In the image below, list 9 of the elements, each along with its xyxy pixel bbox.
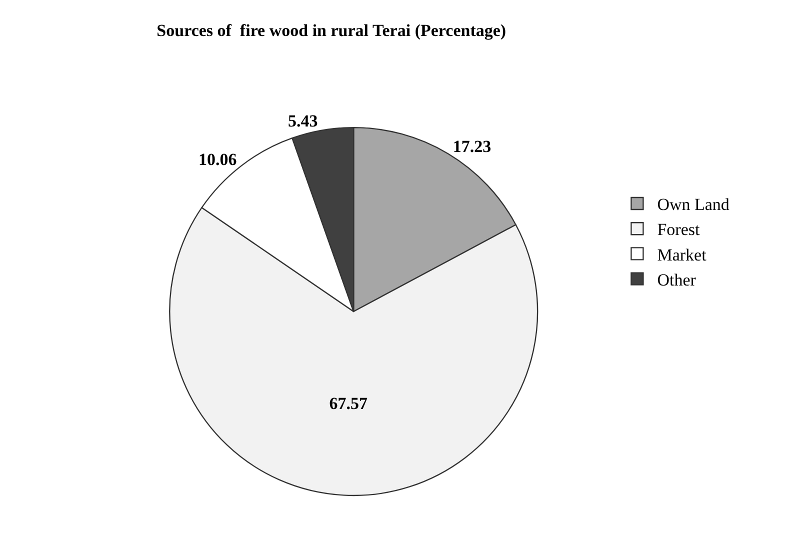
data-label: 67.57: [329, 394, 368, 413]
legend-label: Other: [657, 270, 696, 290]
legend-label: Market: [657, 245, 707, 264]
legend-label: Own Land: [657, 195, 730, 214]
data-label: 5.43: [288, 111, 318, 130]
data-label: 17.23: [452, 137, 492, 156]
legend-label: Forest: [657, 220, 700, 240]
chart-title: Sources of fire wood in rural Terai (Percentage): [156, 21, 506, 40]
data-label: 10.06: [198, 150, 237, 170]
